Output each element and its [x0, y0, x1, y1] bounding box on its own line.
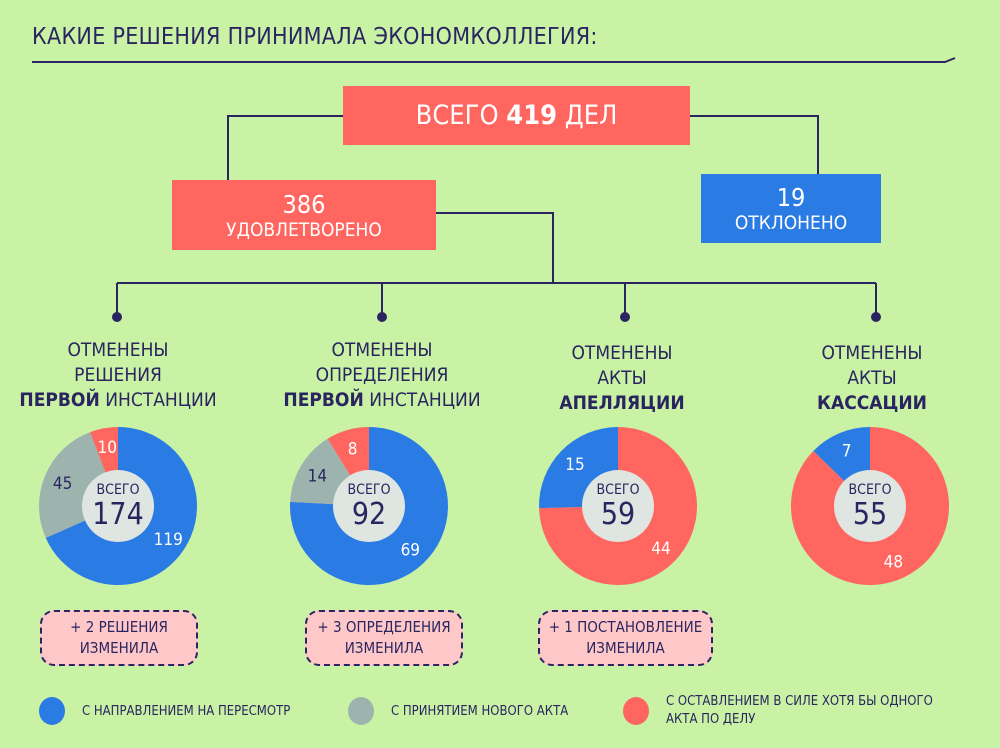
legend-red-label: С ОСТАВЛЕНИЕМ В СИЛЕ ХОТЯ БЫ ОДНОГО АКТА … [666, 694, 933, 727]
legend-red-dot [623, 697, 649, 725]
slice-label: 14 [308, 466, 327, 486]
slice-label: 8 [348, 439, 358, 459]
donut-center [834, 470, 906, 542]
slice-label: 44 [651, 539, 670, 559]
center-label: ВСЕГО [597, 482, 640, 498]
slice-label: 7 [842, 442, 852, 462]
section-heading-1: ОТМЕНЕНЫ РЕШЕНИЯ ПЕРВОЙ ИНСТАНЦИИ [19, 339, 217, 411]
slice-label: 45 [53, 474, 72, 494]
rejected-box: 19 ОТКЛОНЕНО [701, 174, 881, 243]
donut-center [582, 470, 654, 542]
slice-label: 119 [154, 530, 183, 550]
satisfied-label: УДОВЛЕТВОРЕНО [226, 218, 382, 241]
donut-center [333, 470, 405, 542]
legend-gray-dot [348, 697, 374, 725]
total-prefix: ВСЕГО [415, 100, 499, 131]
section-heading-2: ОТМЕНЕНЫ ОПРЕДЕЛЕНИЯ ПЕРВОЙ ИНСТАНЦИИ [283, 339, 481, 411]
center-label: ВСЕГО [97, 482, 140, 498]
rejected-label: ОТКЛОНЕНО [734, 212, 848, 234]
center-total: 59 [601, 497, 635, 532]
slice-label: 48 [884, 552, 903, 572]
satisfied-value: 386 [282, 189, 326, 219]
legend-blue-label: С НАПРАВЛЕНИЕМ НА ПЕРЕСМОТР [82, 704, 291, 719]
slice-label: 10 [97, 438, 116, 458]
center-total: 55 [853, 497, 887, 532]
center-label: ВСЕГО [849, 482, 892, 498]
center-total: 92 [352, 497, 386, 532]
donut-center [82, 470, 154, 542]
total-suffix: ДЕЛ [564, 100, 618, 131]
center-total: 174 [92, 497, 144, 532]
note-box-2: + 3 ОПРЕДЕЛЕНИЯ ИЗМЕНИЛА [305, 610, 463, 666]
page-title: КАКИЕ РЕШЕНИЯ ПРИНИМАЛА ЭКОНОМКОЛЛЕГИЯ: [32, 24, 598, 50]
total-value: 419 [506, 100, 558, 131]
legend-gray-label: С ПРИНЯТИЕМ НОВОГО АКТА [391, 704, 569, 719]
section-heading-3: ОТМЕНЕНЫ АКТЫ АПЕЛЛЯЦИИ [559, 342, 685, 414]
center-label: ВСЕГО [348, 482, 391, 498]
satisfied-box: 386 УДОВЛЕТВОРЕНО [172, 180, 436, 250]
slice-label: 15 [565, 455, 584, 475]
note-box-1: + 2 РЕШЕНИЯ ИЗМЕНИЛА [40, 610, 198, 666]
slice-label: 69 [401, 541, 420, 561]
rejected-value: 19 [776, 183, 806, 212]
section-heading-4: ОТМЕНЕНЫ АКТЫ КАССАЦИИ [817, 342, 927, 414]
note-box-3: + 1 ПОСТАНОВЛЕНИЕ ИЗМЕНИЛА [538, 610, 713, 666]
total-box: ВСЕГО 419 ДЕЛ [343, 86, 690, 145]
legend-blue-dot [39, 697, 65, 725]
